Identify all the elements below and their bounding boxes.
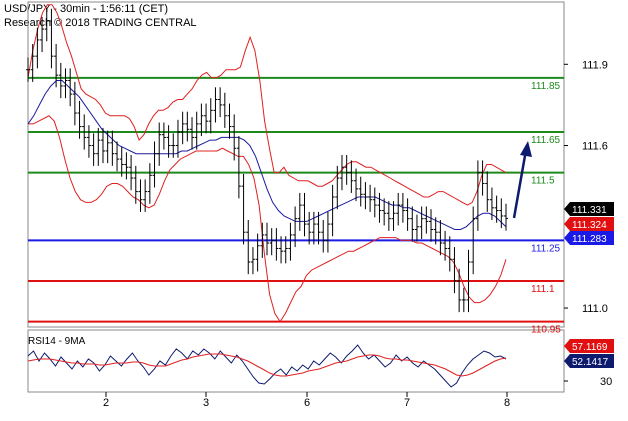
- arrow-shaft: [512, 149, 528, 219]
- chart-title: USD/JPY - 30min - 1:56:11 (CET): [4, 3, 169, 15]
- price-tag-bg: [564, 231, 614, 245]
- bollinger-lower-line: [28, 115, 507, 323]
- price-tag: 111.283: [572, 234, 607, 245]
- price-tags: 111.331 111.324 111.283 57.1169 52.1417: [564, 202, 614, 368]
- moving-average: [27, 80, 507, 230]
- x-tick-label: 2: [103, 397, 109, 409]
- bollinger-bands: [27, 4, 507, 323]
- x-tick-label: 6: [304, 397, 310, 409]
- x-tick-label: 3: [203, 397, 209, 409]
- level-label: 110.95: [531, 325, 561, 336]
- arrow-head: [520, 141, 532, 157]
- rsi-tag-bg: [564, 339, 614, 353]
- rsi-indicator-label: RSI14 - 9MA: [28, 336, 86, 347]
- y-tick-label: 111.9: [582, 59, 608, 71]
- support-resistance-levels: 111.85 111.65 111.5 111.25 111.1 110.95: [28, 76, 564, 336]
- bollinger-upper-line: [27, 4, 507, 206]
- rsi-tag: 52.1417: [572, 357, 609, 368]
- forecast-arrow: [512, 141, 532, 219]
- price-bars: [26, 8, 508, 313]
- moving-average-line: [27, 80, 507, 230]
- level-label: 111.1: [531, 284, 555, 295]
- chart-subtitle: Research © 2018 TRADING CENTRAL: [4, 17, 197, 29]
- axes: 111.9 111.6 111.0 2 3 6 7 8 30: [103, 59, 612, 409]
- price-tag: 111.324: [572, 220, 607, 231]
- main-panel-frame: [27, 1, 565, 328]
- level-label: 111.5: [531, 176, 555, 187]
- price-tag: 111.331: [572, 205, 607, 216]
- rsi-series-line: [27, 353, 507, 377]
- y-tick-label: 111.0: [582, 303, 608, 315]
- y-tick-label: 111.6: [582, 141, 608, 153]
- rsi-panel-frame: [27, 329, 565, 393]
- rsi-y-tick-label: 30: [600, 376, 612, 388]
- x-tick-label: 7: [404, 397, 410, 409]
- level-label: 111.85: [531, 81, 561, 92]
- level-label: 111.25: [531, 243, 561, 254]
- rsi-lines: [27, 344, 507, 388]
- rsi-series-line: [27, 344, 507, 388]
- price-tag-bg: [564, 217, 614, 231]
- x-tick-label: 8: [504, 397, 510, 409]
- level-label: 111.65: [531, 135, 561, 146]
- rsi-tag-bg: [564, 354, 614, 368]
- rsi-tag: 57.1169: [572, 342, 608, 353]
- price-tag-bg: [564, 202, 614, 216]
